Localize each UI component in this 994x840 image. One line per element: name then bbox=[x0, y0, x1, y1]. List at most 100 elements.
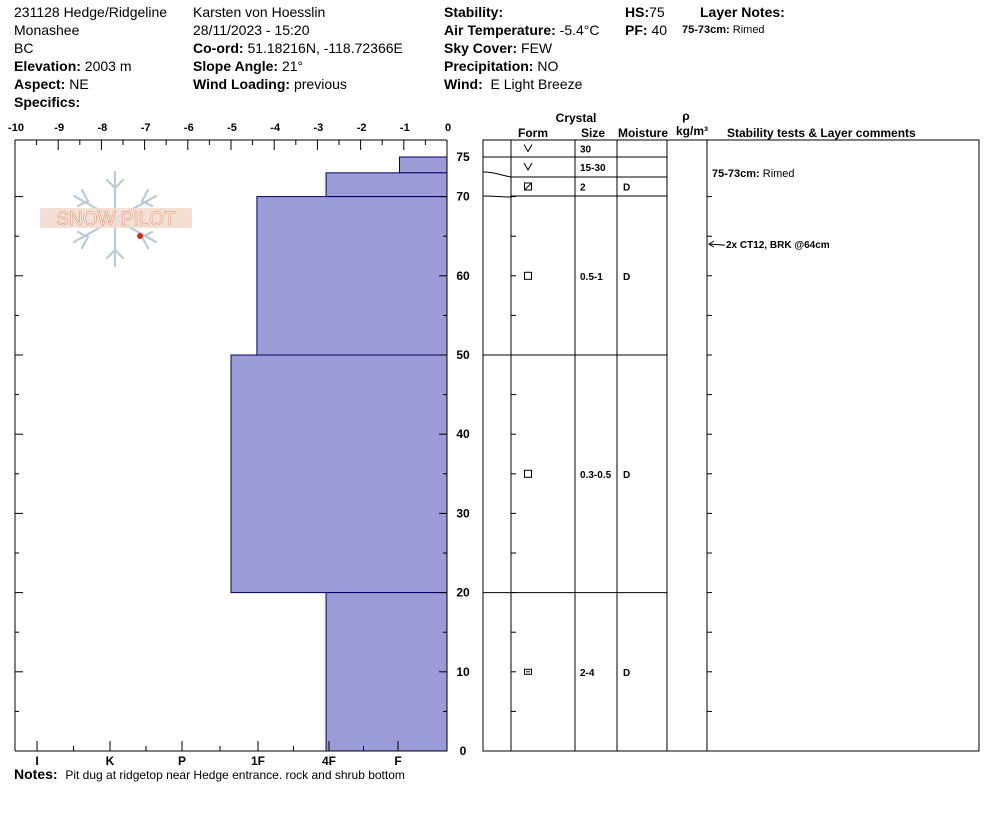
penetration-foot: PF: 40 bbox=[625, 22, 668, 38]
hardness-label: P bbox=[178, 754, 186, 768]
range-name: Monashee bbox=[14, 22, 80, 38]
header-form: Form bbox=[518, 126, 548, 140]
crystal-size: 0.5-1 bbox=[580, 272, 603, 283]
connector-2 bbox=[482, 195, 512, 198]
comment-text: Rimed bbox=[760, 168, 795, 180]
comment-range: 75-73cm: bbox=[712, 168, 760, 180]
air-temperature: Air Temperature: -5.4°C bbox=[444, 22, 600, 38]
elevation: Elevation: 2003 m bbox=[14, 58, 132, 74]
slope-angle: Slope Angle: 21° bbox=[193, 58, 304, 74]
depth-label: 75 bbox=[456, 150, 470, 164]
top-tick-label: -7 bbox=[141, 122, 151, 134]
hardness-axes: -10 -9 -8 -7 -6 -5 -4 -3 -2 -1 0I K P 1F 4F F0102030405… bbox=[8, 122, 470, 768]
depth-label: 0 bbox=[460, 744, 467, 758]
logo-banner bbox=[40, 208, 192, 228]
depth-label: 60 bbox=[456, 269, 470, 283]
observer-name: Karsten von Hoesslin bbox=[193, 4, 326, 20]
crystal-form-faceted-icon bbox=[524, 469, 532, 478]
stability-test-comment: 2x CT12, BRK @64cm bbox=[726, 240, 830, 251]
height-of-snow: HS:75 bbox=[625, 4, 665, 20]
hardness-profile bbox=[230, 156, 448, 752]
header-col-site: 231128 Hedge/Ridgeline Monashee BC Eleva… bbox=[14, 3, 167, 111]
top-tick-label: -9 bbox=[54, 122, 64, 134]
site-name: 231128 Hedge/Ridgeline bbox=[14, 4, 168, 20]
square-symbol bbox=[524, 469, 532, 478]
notes-label: Notes: bbox=[14, 766, 58, 782]
notes: Notes: Pit dug at ridgetop near Hedge en… bbox=[14, 766, 405, 782]
header-moisture: Moisture bbox=[618, 126, 668, 140]
moisture-value: D bbox=[623, 272, 630, 283]
top-tick-label: -5 bbox=[227, 122, 237, 134]
hardness-label: K bbox=[106, 754, 115, 768]
depth-label: 50 bbox=[456, 348, 470, 362]
wind-loading: Wind Loading: previous bbox=[193, 76, 347, 92]
crystal-form-faceted-icon bbox=[524, 271, 532, 280]
table-headers: Crystal Form Size Moisture ρ kg/m³ Stabi… bbox=[518, 109, 916, 140]
crystal-size: 30 bbox=[580, 145, 592, 156]
precip-symbol bbox=[523, 162, 533, 172]
header-size: Size bbox=[581, 126, 605, 140]
moisture-value: D bbox=[623, 668, 630, 679]
crystal-size: 2 bbox=[580, 183, 586, 194]
specifics: Specifics: bbox=[14, 94, 81, 110]
hardness-label: I bbox=[35, 754, 38, 768]
comment-layer-note: 75-73cm: Rimed bbox=[712, 168, 795, 180]
coordinates: Co-ord: 51.18216N, -118.72366E bbox=[193, 40, 403, 56]
header-col-observer: Karsten von Hoesslin 28/11/2023 - 15:20 … bbox=[193, 3, 403, 93]
top-tick-label: -2 bbox=[357, 122, 367, 134]
top-tick-label: -3 bbox=[314, 122, 324, 134]
precipitation: Precipitation: NO bbox=[444, 58, 559, 74]
hardness-layer-2 bbox=[256, 196, 448, 356]
header-col-weather: Stability: Air Temperature: -5.4°C Sky C… bbox=[444, 3, 600, 93]
notes-text: Pit dug at ridgetop near Hedge entrance.… bbox=[65, 768, 405, 782]
depth-label: 30 bbox=[456, 506, 470, 520]
logo-text: SNOW PILOT bbox=[56, 209, 176, 230]
layer-note-item: 75-73cm: Rimed bbox=[682, 24, 765, 36]
header-rho: ρ bbox=[682, 109, 689, 123]
hardness-layer-4 bbox=[325, 592, 448, 752]
region-name: BC bbox=[14, 40, 34, 56]
table-rows: 30 15-30 2 D 0.5-1 D 0.3-0.5 D 2-4 D 75-73cm: Rime… bbox=[482, 144, 830, 712]
arrow-head-icon bbox=[708, 240, 715, 248]
top-tick-label: -4 bbox=[270, 122, 281, 134]
header-crystal: Crystal bbox=[556, 111, 597, 125]
hardness-layer-3 bbox=[230, 354, 448, 594]
top-tick-label: -6 bbox=[184, 122, 194, 134]
crystal-form-precip-icon bbox=[523, 162, 533, 172]
observation-datetime: 28/11/2023 - 15:20 bbox=[193, 22, 310, 38]
depth-label: 40 bbox=[456, 427, 470, 441]
square-symbol bbox=[524, 271, 532, 280]
hardness-label: 1F bbox=[251, 754, 265, 768]
header-col-hs: HS:75 PF: 40 bbox=[625, 3, 667, 39]
layer-notes: Layer Notes: 75-73cm: Rimed bbox=[682, 3, 785, 39]
slash-symbol bbox=[524, 182, 532, 191]
depth-label: 20 bbox=[456, 586, 470, 600]
hardness-label: 4F bbox=[322, 754, 336, 768]
square-symbol bbox=[524, 182, 532, 191]
crystal-form-precip-icon bbox=[523, 144, 533, 153]
top-tick-label: -10 bbox=[8, 122, 24, 134]
crystal-form-depth-hoar-icon bbox=[524, 668, 532, 675]
connector-1 bbox=[482, 171, 512, 178]
snowpilot-logo: SNOW PILOT bbox=[40, 170, 192, 268]
precip-symbol bbox=[523, 144, 533, 153]
depth-label: 70 bbox=[456, 190, 470, 204]
layer-table bbox=[482, 139, 980, 752]
hardness-layer-1 bbox=[325, 172, 448, 198]
wind: Wind: E Light Breeze bbox=[444, 76, 583, 92]
header-comments: Stability tests & Layer comments bbox=[727, 126, 916, 140]
aspect: Aspect: NE bbox=[14, 76, 89, 92]
layer-notes-title: Layer Notes: bbox=[700, 4, 785, 20]
crystal-size: 2-4 bbox=[580, 668, 595, 679]
hardness-label: F bbox=[394, 754, 401, 768]
hoar-symbol bbox=[524, 668, 532, 675]
top-tick-label: -8 bbox=[98, 122, 108, 134]
table-frame bbox=[482, 139, 980, 752]
top-tick-label: -1 bbox=[400, 122, 410, 134]
depth-label: 10 bbox=[456, 665, 470, 679]
crystal-size: 0.3-0.5 bbox=[580, 470, 612, 481]
top-tick-label: 0 bbox=[445, 122, 451, 134]
header-density: kg/m³ bbox=[676, 124, 708, 138]
stability-test-arrow bbox=[708, 243, 726, 246]
